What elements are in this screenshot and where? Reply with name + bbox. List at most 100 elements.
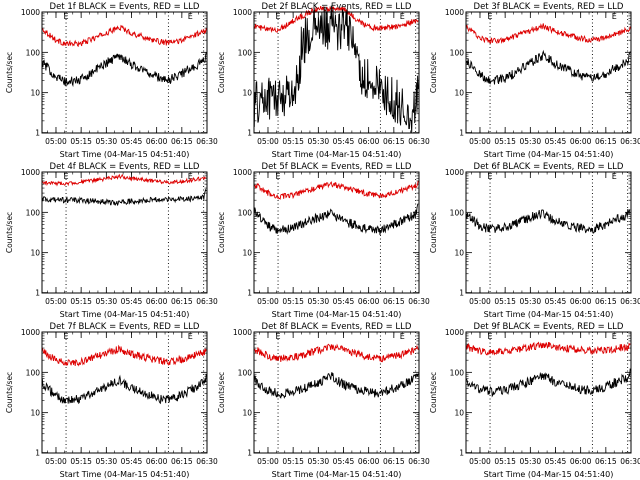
series-line-lld [41, 173, 207, 187]
x-tick-label: 05:15 [494, 137, 516, 146]
series-line-lld [253, 180, 419, 200]
panel-det-3: Det 3f BLACK = Events, RED = LLD Counts/s… [429, 2, 640, 159]
x-tick-label: 06:30 [408, 457, 430, 466]
e-marker: E [488, 332, 493, 341]
y-tick-label: 1 [247, 449, 252, 458]
x-tick-label: 05:45 [121, 457, 143, 466]
y-axis-label: Counts/sec [217, 372, 226, 413]
panel-title: Det 8f BLACK = Events, RED = LLD [262, 322, 412, 332]
y-tick-label: 10 [242, 409, 252, 418]
y-tick-label: 10 [454, 89, 464, 98]
x-tick-label: 05:45 [121, 137, 143, 146]
panel-det-9: Det 9f BLACK = Events, RED = LLD Counts/s… [429, 322, 640, 479]
y-tick-label: 10 [454, 249, 464, 258]
y-axis-label: Counts/sec [217, 212, 226, 253]
x-tick-label: 05:30 [96, 137, 118, 146]
x-tick-label: 06:15 [383, 137, 405, 146]
x-tick-label: 05:45 [333, 297, 355, 306]
x-tick-label: 05:00 [45, 457, 67, 466]
panel-title: Det 6f BLACK = Events, RED = LLD [474, 162, 624, 172]
x-tick-label: 06:30 [408, 297, 430, 306]
x-tick-label: 06:00 [146, 137, 168, 146]
x-tick-label: 06:15 [171, 137, 193, 146]
series-line-events [466, 49, 631, 85]
x-tick-label: 06:15 [171, 297, 193, 306]
series-line-events [253, 203, 419, 236]
plot-frame [41, 11, 208, 134]
x-tick-label: 05:30 [308, 137, 330, 146]
x-tick-label: 05:00 [257, 297, 279, 306]
x-axis-label: Start Time (04-Mar-15 04:51:40) [484, 470, 614, 479]
x-axis-label: Start Time (04-Mar-15 04:51:40) [60, 310, 190, 319]
x-axis-label: Start Time (04-Mar-15 04:51:40) [272, 470, 402, 479]
panel-title: Det 1f BLACK = Events, RED = LLD [50, 2, 200, 12]
y-axis-label: Counts/sec [217, 52, 226, 93]
series-line-events [253, 5, 419, 133]
panel-det-5: Det 5f BLACK = Events, RED = LLD Counts/s… [217, 162, 430, 319]
x-tick-label: 06:15 [383, 297, 405, 306]
x-tick-label: 06:30 [620, 297, 640, 306]
x-tick-label: 05:45 [545, 457, 567, 466]
x-tick-label: 05:15 [282, 297, 304, 306]
x-tick-label: 05:45 [121, 297, 143, 306]
plot-frame [41, 331, 208, 454]
y-tick-label: 1000 [233, 328, 252, 337]
series-line-events [465, 208, 631, 234]
x-tick-label: 05:30 [520, 297, 542, 306]
y-tick-label: 100 [26, 48, 41, 57]
x-axis-label: Start Time (04-Mar-15 04:51:40) [60, 470, 190, 479]
y-tick-label: 100 [26, 208, 41, 217]
x-tick-label: 05:00 [45, 137, 67, 146]
y-tick-label: 1000 [445, 8, 464, 17]
x-axis-label: Start Time (04-Mar-15 04:51:40) [272, 310, 402, 319]
x-tick-label: 06:00 [358, 457, 380, 466]
panel-title: Det 2f BLACK = Events, RED = LLD [262, 2, 412, 12]
series-line-events [41, 52, 207, 88]
y-tick-label: 100 [450, 368, 465, 377]
y-tick-label: 100 [238, 368, 253, 377]
x-tick-label: 06:15 [595, 297, 617, 306]
e-marker: E [612, 12, 617, 21]
panel-det-6: Det 6f BLACK = Events, RED = LLD Counts/s… [429, 162, 640, 319]
series-line-lld [253, 5, 419, 34]
panel-det-7: Det 7f BLACK = Events, RED = LLD Counts/s… [5, 322, 218, 479]
e-marker: E [188, 12, 193, 21]
x-tick-label: 05:00 [257, 137, 279, 146]
y-axis-label: Counts/sec [429, 52, 438, 93]
x-tick-label: 06:30 [196, 297, 218, 306]
x-tick-label: 05:00 [45, 297, 67, 306]
plot-frame [41, 171, 208, 294]
y-tick-label: 1000 [233, 168, 252, 177]
x-tick-label: 05:15 [70, 137, 92, 146]
panel-title: Det 4f BLACK = Events, RED = LLD [50, 162, 200, 172]
x-tick-label: 05:30 [308, 457, 330, 466]
e-marker: E [488, 172, 493, 181]
plot-frame [465, 11, 632, 134]
x-axis-label: Start Time (04-Mar-15 04:51:40) [484, 310, 614, 319]
x-tick-label: 05:15 [70, 297, 92, 306]
x-tick-label: 05:00 [469, 457, 491, 466]
y-tick-label: 10 [242, 249, 252, 258]
x-tick-label: 06:00 [146, 457, 168, 466]
y-tick-label: 100 [450, 208, 465, 217]
plot-frame [253, 331, 420, 454]
y-tick-label: 1 [247, 129, 252, 138]
y-tick-label: 1000 [21, 168, 40, 177]
y-tick-label: 1000 [21, 328, 40, 337]
x-tick-label: 06:30 [408, 137, 430, 146]
y-axis-label: Counts/sec [5, 372, 14, 413]
series-line-events [41, 374, 207, 405]
x-tick-label: 05:00 [469, 137, 491, 146]
x-tick-label: 06:00 [146, 297, 168, 306]
y-tick-label: 10 [30, 409, 40, 418]
x-axis-label: Start Time (04-Mar-15 04:51:40) [60, 150, 190, 159]
x-tick-label: 05:30 [520, 457, 542, 466]
x-axis-label: Start Time (04-Mar-15 04:51:40) [272, 150, 402, 159]
x-tick-label: 06:30 [196, 137, 218, 146]
x-tick-label: 05:45 [333, 137, 355, 146]
series-line-lld [41, 344, 207, 367]
x-tick-label: 05:30 [96, 457, 118, 466]
y-tick-label: 1000 [233, 8, 252, 17]
e-marker: E [276, 172, 281, 181]
